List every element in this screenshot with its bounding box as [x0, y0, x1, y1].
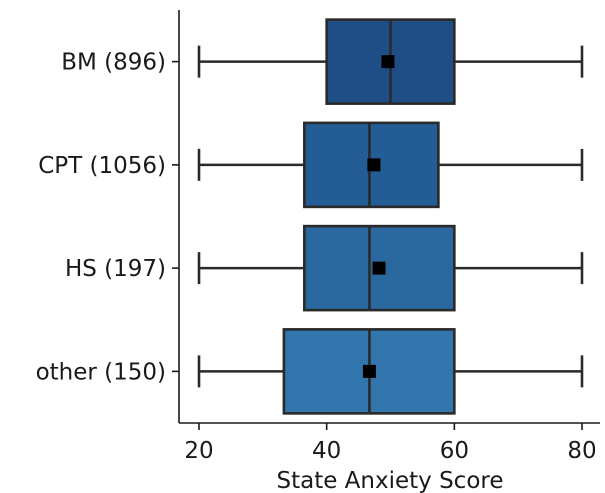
box-group	[197, 121, 584, 209]
x-tick-label: 60	[440, 438, 469, 464]
y-tick-label: HS (197)	[65, 256, 166, 282]
mean-marker	[362, 364, 376, 378]
x-tick-label: 40	[312, 438, 341, 464]
box-group	[197, 224, 584, 312]
x-axis-title: State Anxiety Score	[276, 468, 503, 493]
x-tick-label: 20	[184, 438, 213, 464]
y-tick-label: BM (896)	[61, 50, 166, 76]
y-tick-label: other (150)	[36, 359, 166, 385]
mean-marker	[372, 261, 386, 275]
x-ticks: 20 40 60 80	[184, 423, 597, 464]
boxes-layer	[197, 18, 584, 415]
y-ticks: BM (896) CPT (1056) HS (197) other (150)	[36, 50, 179, 385]
x-tick-label: 80	[567, 438, 596, 464]
box-group	[197, 328, 584, 415]
axes-layer	[178, 10, 600, 424]
y-tick-label: CPT (1056)	[38, 153, 166, 179]
mean-marker	[367, 158, 381, 172]
mean-marker	[381, 55, 395, 69]
box-group	[197, 18, 584, 105]
